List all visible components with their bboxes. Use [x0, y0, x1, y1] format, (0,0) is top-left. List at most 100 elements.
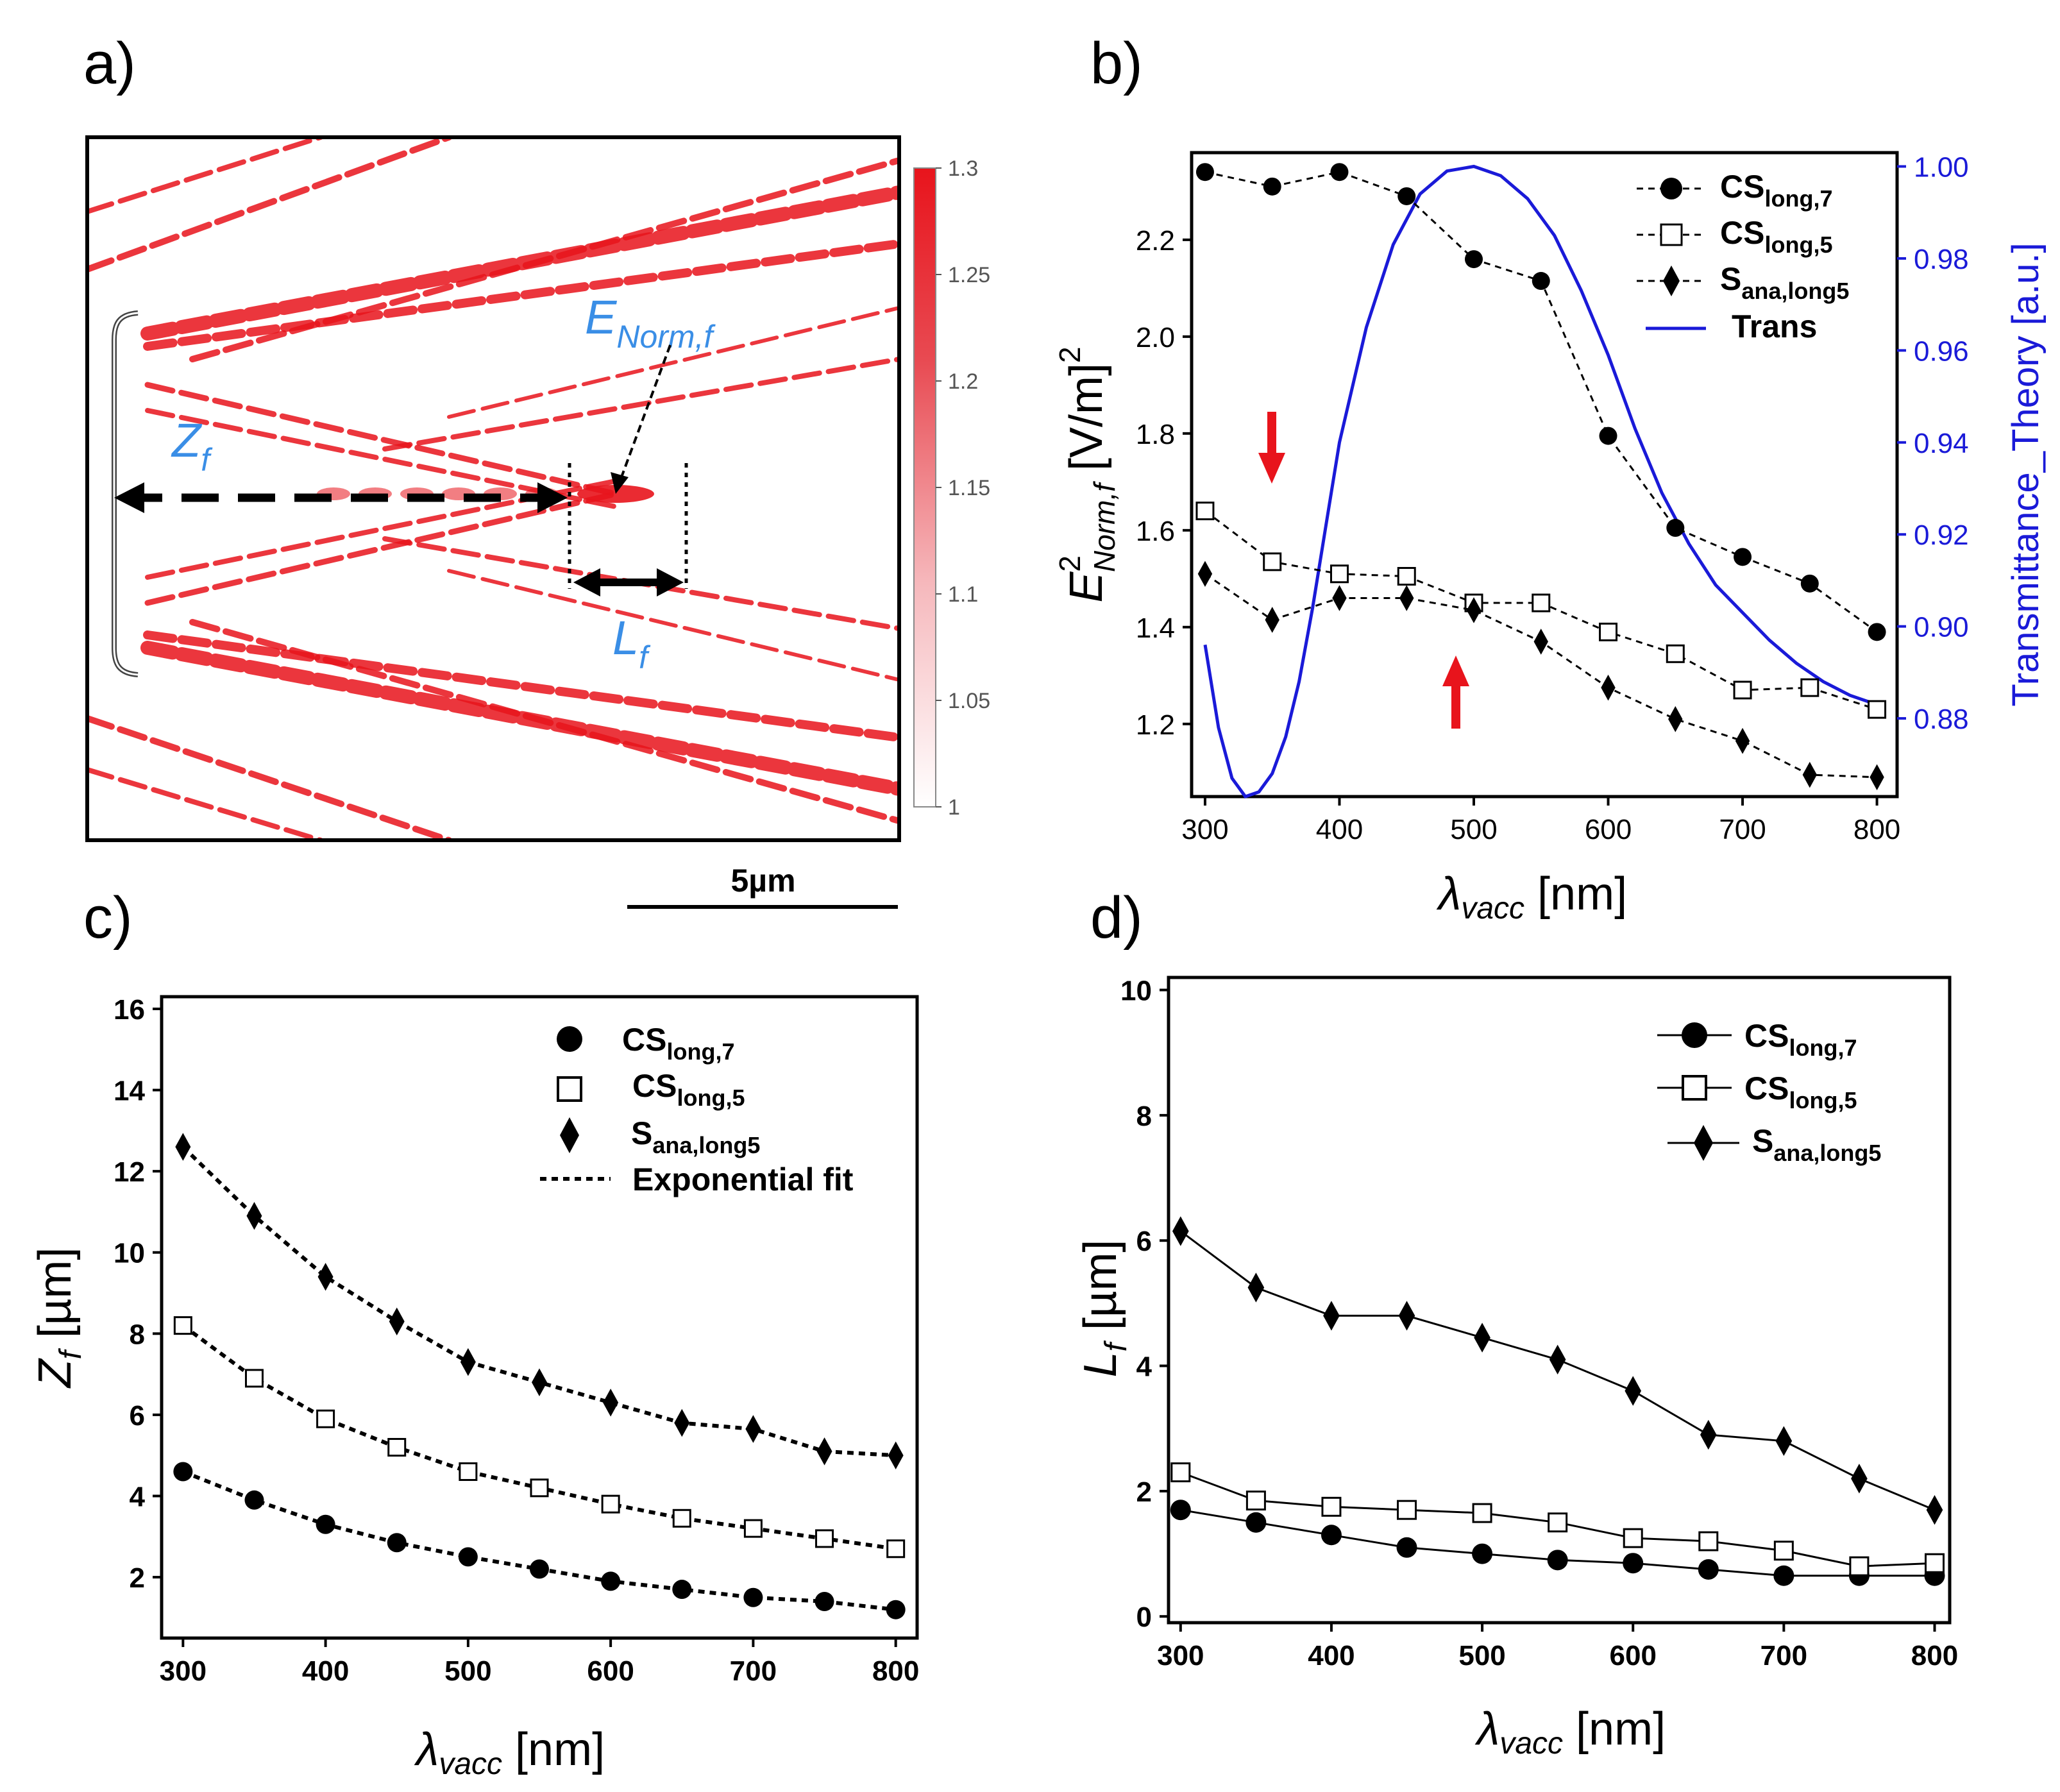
data-point-diamond [1172, 1216, 1189, 1246]
x-tick-label: 700 [730, 1655, 777, 1687]
data-point-square [1397, 567, 1416, 586]
data-point-diamond [532, 1368, 547, 1397]
data-point-circle [1195, 163, 1214, 182]
panel-d-y-ticks: 0 2 4 6 8 10 [1120, 976, 1169, 1633]
panel-d-legend: CSlong,7 CSlong,5 Sana,long5 [1657, 1018, 1881, 1166]
data-point-square [1245, 1491, 1266, 1511]
panel-d-frame [1167, 976, 1952, 1625]
legend-b-entry-2: CSlong,5 [1720, 215, 1832, 258]
data-point-circle [1666, 519, 1685, 537]
panel-d-series [1170, 1216, 1945, 1586]
data-point-circle [1773, 1565, 1794, 1586]
data-point-square [1623, 1528, 1643, 1548]
panel-b-x-ticks: 300 400 500 600 700 800 [1181, 797, 1900, 845]
data-point-circle [1800, 574, 1819, 593]
y-tick-label: 6 [130, 1400, 145, 1432]
y-tick-label: 4 [130, 1481, 146, 1512]
legend-d-marker-diamond [1694, 1125, 1713, 1161]
y-tick-label: 2 [130, 1562, 145, 1594]
data-point-circle [1397, 187, 1416, 205]
data-point-square [1532, 593, 1551, 613]
y-tick-label: 4 [1136, 1351, 1152, 1383]
data-point-circle [1472, 1543, 1493, 1564]
panel-c-y-label: Zf [µm] [30, 1247, 88, 1389]
data-point-diamond [460, 1348, 476, 1376]
panel-d-chart: 300 400 500 600 700 800 0 2 4 6 8 10 λvacc [nm] Lf… [1075, 976, 1958, 1761]
data-point-square [1548, 1512, 1568, 1533]
data-point-circle [244, 1490, 264, 1510]
data-point-circle [1396, 1537, 1417, 1558]
heatmap-frame [85, 135, 901, 842]
colorbar-tick-label: 1.2 [948, 369, 978, 394]
fit-curve [182, 1324, 897, 1551]
panel-b-red-arrow-down [1258, 412, 1285, 484]
data-point-diamond [603, 1389, 619, 1417]
x-tick-label: 300 [1157, 1640, 1204, 1671]
data-point-diamond [1802, 761, 1818, 788]
heatmap-streak [87, 715, 452, 840]
y-tick-label: 1.00 [1914, 152, 1969, 183]
data-point-diamond [1399, 585, 1414, 611]
x-tick-label: 700 [1760, 1640, 1807, 1671]
y-tick-label: 2.0 [1136, 322, 1175, 353]
data-point-circle [1623, 1553, 1644, 1574]
panel-c-y-ticks: 2 4 6 8 10 12 14 16 [114, 994, 162, 1594]
panel-b-frame [1190, 151, 1899, 799]
data-point-square [1698, 1531, 1719, 1551]
legend-d-marker-circle [1682, 1022, 1707, 1048]
data-point-square [1849, 1556, 1870, 1576]
data-point-diamond [1474, 1323, 1490, 1353]
legend-d-marker-square [1682, 1075, 1707, 1101]
colorbar-gradient [913, 167, 936, 807]
data-point-square [743, 1519, 763, 1538]
data-point-circle [886, 1600, 906, 1619]
data-point-circle [1263, 177, 1281, 196]
x-tick-label: 400 [1308, 1640, 1355, 1671]
data-point-diamond [1398, 1301, 1415, 1331]
data-point-diamond [1265, 607, 1279, 633]
legend-b-entry-trans: Trans [1732, 309, 1817, 344]
legend-c-marker-square [557, 1076, 582, 1102]
data-point-diamond [1668, 706, 1683, 732]
data-point-square [1666, 644, 1685, 663]
enorm-arrow-line [618, 344, 671, 483]
legend-c-marker-diamond [560, 1117, 579, 1153]
heatmap-streak [447, 306, 899, 419]
data-point-square [1330, 564, 1349, 584]
x-tick-label: 400 [1316, 814, 1363, 845]
panel-c-x-ticks: 300 400 500 600 700 800 [160, 1638, 919, 1687]
data-point-square [1800, 678, 1819, 697]
data-point-circle [1532, 272, 1550, 291]
zf-arrowhead-left [114, 482, 144, 513]
panel-label-d: d) [1090, 885, 1143, 951]
y-tick-label: 2 [1136, 1476, 1152, 1508]
data-point-square [244, 1369, 264, 1388]
panel-c-legend: CSlong,7 CSlong,5 Sana,long5 Exponential… [540, 1022, 854, 1197]
data-point-circle [1734, 548, 1752, 566]
legend-b-marker-circle [1660, 178, 1682, 199]
colorbar-ticks: 1.3 1.25 1.2 1.15 1.1 1.05 1 [936, 156, 990, 820]
data-point-diamond [674, 1408, 690, 1437]
y-tick-label: 0.88 [1914, 704, 1969, 735]
panel-c-series [173, 1133, 906, 1619]
data-point-diamond [745, 1415, 761, 1443]
legend-d-entry-2: CSlong,5 [1744, 1070, 1857, 1113]
trans-curve [1203, 164, 1878, 799]
x-tick-label: 300 [1181, 814, 1228, 845]
legend-c-entry-2: CSlong,5 [632, 1068, 745, 1111]
data-point-diamond [888, 1441, 904, 1469]
data-point-diamond [1601, 674, 1616, 701]
data-point-circle [173, 1462, 193, 1482]
data-point-square [1472, 1503, 1492, 1523]
data-point-square [1195, 502, 1215, 521]
data-point-circle [1599, 427, 1617, 445]
panel-a-heatmap: Zf Lf ENorm,f [85, 135, 901, 842]
data-point-square [1868, 700, 1887, 719]
panel-b-series [1195, 163, 1887, 799]
data-point-diamond [1197, 561, 1213, 587]
data-point-square [1773, 1541, 1794, 1561]
data-point-diamond [1775, 1426, 1793, 1456]
panel-c-frame [160, 995, 919, 1640]
y-tick-label: 10 [114, 1238, 145, 1269]
